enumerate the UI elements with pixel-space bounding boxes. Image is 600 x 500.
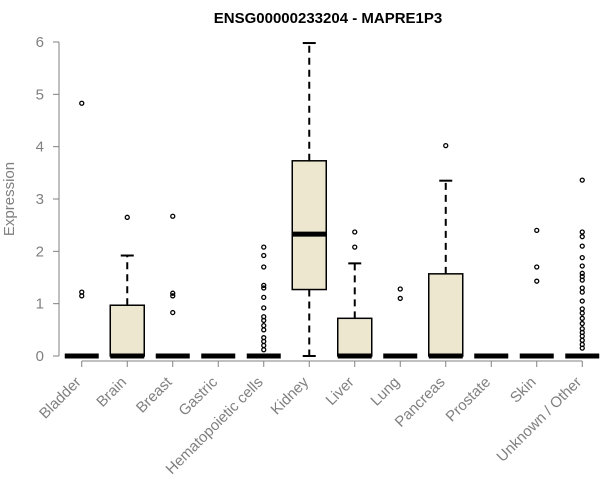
outlier-point [579,337,585,343]
box-body [428,273,464,357]
outlier-point [261,338,267,344]
y-tick-label: 5 [36,86,44,103]
box-kidney [291,42,327,357]
box-brain [109,214,145,359]
x-tick-label-breast: Breast [133,373,176,416]
box-liver [337,229,373,359]
outlier-point [261,294,267,301]
outlier-point [579,270,585,276]
box-skin [519,227,554,359]
chart-title: ENSG00000233204 - MAPRE1P3 [214,10,442,27]
box-body [291,160,327,291]
outlier-point [579,254,585,261]
outlier-point [261,252,267,259]
x-tick-label-brain: Brain [93,374,130,411]
outlier-point [579,234,585,240]
outlier-point [579,320,585,327]
outlier-point [579,315,585,321]
outlier-point [261,342,267,349]
outlier-point [534,278,540,284]
outlier-point [261,322,267,329]
outlier-point [352,229,358,235]
x-tick-label-lung: Lung [367,374,403,410]
outlier-point [261,347,267,353]
outlier-point [352,244,358,250]
y-axis: 0 1 2 3 4 5 6 [36,34,60,365]
outlier-point [261,317,267,324]
y-tick-label: 2 [36,243,44,260]
outlier-point [170,290,176,296]
outlier-point [170,309,176,316]
x-tick-label-pancreas: Pancreas [392,374,449,431]
outlier-point [261,285,267,291]
outlier-point [579,298,585,304]
outlier-point [261,305,267,311]
y-tick-label: 3 [36,191,44,208]
y-axis-label: Expression [1,162,18,236]
outlier-point [79,293,85,299]
outlier-point [579,306,585,312]
outlier-point [170,213,176,219]
outlier-point [261,244,267,250]
x-tick-label-kidney: Kidney [268,373,313,418]
outlier-point [261,264,267,270]
outlier-point [261,327,267,333]
x-tick-label-unknown-other: Unknown / Other [493,374,585,466]
outlier-point [397,295,403,302]
outlier-point [170,293,176,299]
x-tick-label-bladder: Bladder [36,374,85,423]
outlier-point [579,333,585,339]
outlier-point [579,177,585,183]
outlier-point [579,310,585,316]
y-tick-label: 1 [36,296,44,313]
y-tick-label: 0 [36,348,44,365]
outlier-point [79,100,85,106]
outlier-point [579,243,585,249]
outlier-point [534,227,540,234]
box-body [109,304,145,357]
outlier-point [534,264,540,270]
box-bladder [64,100,99,359]
y-tick-label: 4 [36,139,44,156]
box-hematopoietic-cells [246,244,281,359]
outlier-point [579,229,585,235]
outlier-point [579,345,585,351]
y-tick-label: 6 [36,34,44,51]
outlier-point [579,285,585,291]
outlier-point [579,289,585,295]
outlier-point [579,263,585,269]
outlier-point [261,282,267,289]
x-tick-label-prostate: Prostate [443,374,495,426]
x-tick-label-liver: Liver [323,374,358,409]
outlier-point [579,277,585,283]
x-tick-label-skin: Skin [507,374,540,407]
outlier-point [443,142,449,149]
box-body [337,317,373,357]
box-lung [383,286,418,359]
plot-area [64,42,600,359]
outlier-point [124,214,130,220]
box-unknown-other [565,177,600,359]
box-breast [155,213,190,359]
box-pancreas [428,142,464,359]
outlier-point [397,286,403,292]
